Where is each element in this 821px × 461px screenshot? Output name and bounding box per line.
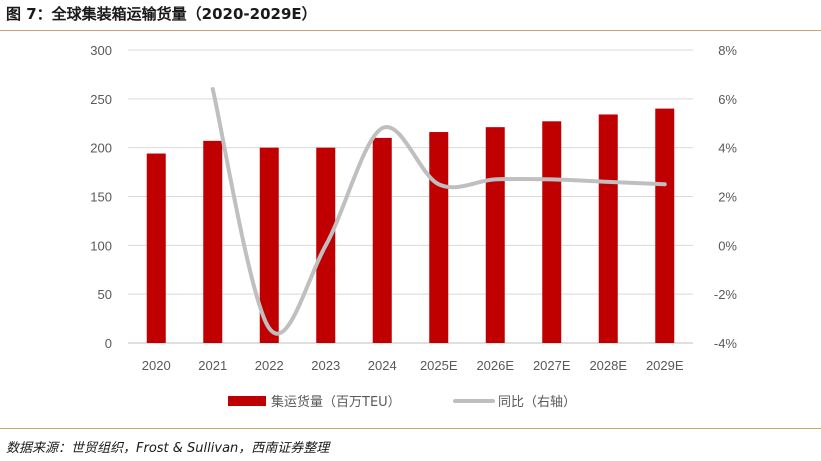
- left-tick-label: 50: [98, 287, 112, 302]
- bar: [259, 147, 279, 343]
- source-note: 数据来源：世贸组织，Frost & Sullivan，西南证券整理: [6, 441, 330, 456]
- legend: 集运货量（百万TEU） 同比（右轴）: [228, 394, 576, 410]
- left-tick-label: 150: [90, 190, 112, 205]
- x-tick-label: 2024: [368, 358, 397, 373]
- top-rule: [0, 30, 821, 31]
- x-tick-label: 2021: [198, 358, 227, 373]
- legend-line-label: 同比（右轴）: [498, 395, 576, 410]
- left-tick-label: 200: [90, 141, 112, 156]
- right-tick-label: 8%: [718, 43, 737, 58]
- x-axis-ticks: 2020 2021 2022 2023 2024 2025E 2026E 2027E 2028E…: [142, 358, 684, 373]
- bar: [429, 132, 449, 343]
- left-tick-label: 100: [90, 238, 112, 253]
- bar: [485, 127, 505, 343]
- right-tick-label: 6%: [718, 92, 737, 107]
- bar: [655, 108, 675, 343]
- x-tick-label: 2027E: [533, 358, 571, 373]
- bar: [372, 137, 392, 343]
- legend-bar-label: 集运货量（百万TEU）: [271, 394, 401, 410]
- x-tick-label: 2020: [142, 358, 171, 373]
- left-axis-ticks: 0 50 100 150 200 250 300: [90, 43, 112, 351]
- x-tick-label: 2029E: [646, 358, 684, 373]
- right-axis-ticks: -4% -2% 0% 2% 4% 6% 8%: [714, 43, 738, 351]
- x-tick-label: 2023: [311, 358, 340, 373]
- right-tick-label: 4%: [718, 141, 737, 156]
- right-tick-label: -4%: [714, 336, 738, 351]
- x-tick-label: 2026E: [476, 358, 514, 373]
- figure-title: 图 7：全球集装箱运输货量（2020-2029E）: [6, 5, 317, 23]
- left-tick-label: 300: [90, 43, 112, 58]
- yoy-line: [210, 87, 667, 336]
- bar: [203, 140, 223, 343]
- bottom-rule: [0, 428, 821, 429]
- line-series: [210, 87, 667, 336]
- left-tick-label: 0: [105, 336, 112, 351]
- x-tick-label: 2028E: [589, 358, 627, 373]
- right-tick-label: 2%: [718, 190, 737, 205]
- x-tick-label: 2025E: [420, 358, 458, 373]
- x-tick-label: 2022: [255, 358, 284, 373]
- bar: [598, 114, 618, 344]
- bar-series: [146, 108, 675, 344]
- legend-bar-swatch: [228, 396, 266, 406]
- bar: [146, 153, 166, 343]
- right-tick-label: -2%: [714, 287, 738, 302]
- left-tick-label: 250: [90, 92, 112, 107]
- right-tick-label: 0%: [718, 238, 737, 253]
- bar: [542, 121, 562, 344]
